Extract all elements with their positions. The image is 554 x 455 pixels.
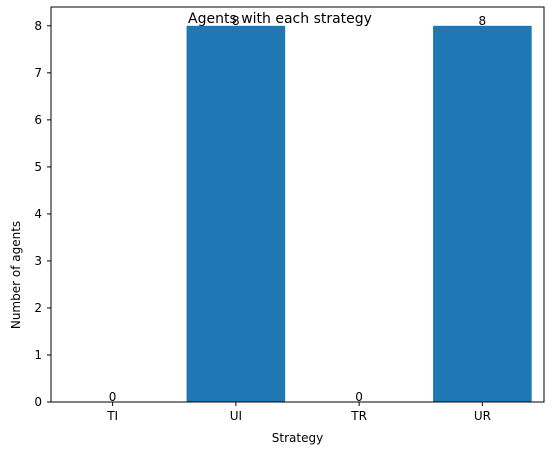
y-tick-label: 1 bbox=[34, 348, 42, 362]
chart-title: Agents with each strategy bbox=[188, 11, 372, 27]
y-tick-label: 7 bbox=[34, 66, 42, 80]
y-tick-label: 2 bbox=[34, 301, 42, 315]
y-tick-label: 8 bbox=[34, 19, 42, 33]
x-axis-label: Strategy bbox=[272, 431, 323, 445]
bar-ui bbox=[186, 25, 286, 403]
data-label-ti: 0 bbox=[109, 390, 117, 404]
y-tick-label: 6 bbox=[34, 113, 42, 127]
bars-group bbox=[186, 25, 532, 403]
y-axis: 0 1 2 3 4 5 6 7 8 bbox=[34, 19, 51, 409]
y-axis-label: Number of agents bbox=[9, 221, 23, 329]
x-axis: TI UI TR UR bbox=[106, 402, 491, 423]
bar-ur bbox=[433, 25, 532, 403]
data-label-tr: 0 bbox=[355, 390, 363, 404]
y-tick-label: 4 bbox=[34, 207, 42, 221]
y-tick-label: 0 bbox=[34, 395, 42, 409]
data-label-ur: 8 bbox=[479, 14, 487, 28]
data-label-ui: 8 bbox=[232, 14, 240, 28]
plot-frame bbox=[50, 6, 545, 403]
x-tick-label: TI bbox=[106, 409, 118, 423]
y-tick-label: 3 bbox=[34, 254, 42, 268]
x-tick-label: TR bbox=[350, 409, 367, 423]
y-tick-label: 5 bbox=[34, 160, 42, 174]
x-tick-label: UR bbox=[474, 409, 491, 423]
x-tick-label: UI bbox=[230, 409, 242, 423]
data-labels-group: 0 8 0 8 bbox=[109, 14, 486, 404]
